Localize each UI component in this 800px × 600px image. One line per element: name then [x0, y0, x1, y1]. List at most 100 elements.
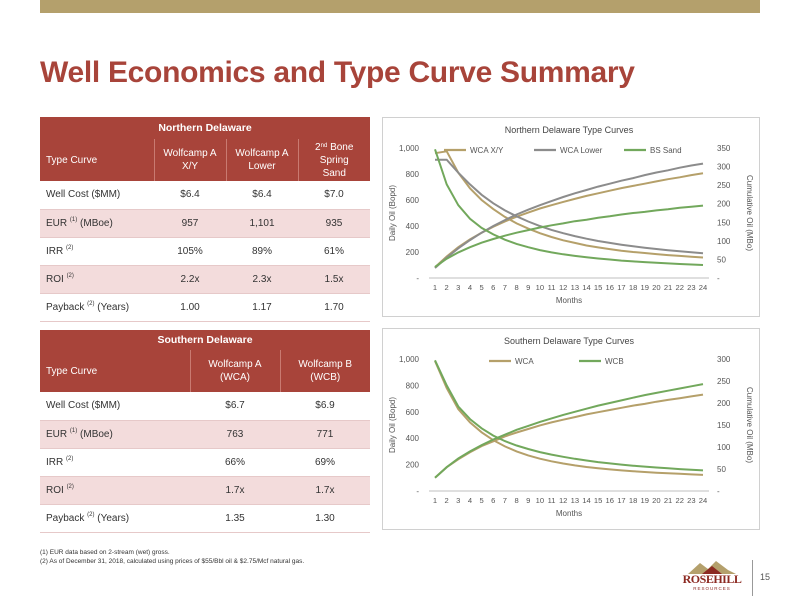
- y-tick-label: 800: [406, 381, 420, 390]
- table-cell: $6.4: [252, 189, 272, 201]
- table-cell: 2.2x: [180, 273, 200, 285]
- table-cell: 1.70: [324, 301, 344, 313]
- x-tick-label: 20: [652, 283, 660, 292]
- x-tick-label: 23: [687, 283, 695, 292]
- y-axis-label: Daily Oil (Bopd): [388, 185, 397, 241]
- footer-divider: [752, 560, 753, 596]
- footnote-2: (2) As of December 31, 2018, calculated …: [40, 558, 305, 565]
- northern-chart-svg: Northern Delaware Type Curves WCA X/Y WCA …: [388, 125, 754, 305]
- y-tick-label: 200: [406, 461, 420, 470]
- row-label: Payback (2) (Years): [46, 511, 130, 524]
- x-tick-label: 15: [594, 496, 602, 505]
- x-tick-label: 19: [641, 496, 649, 505]
- x-tick-label: 12: [559, 283, 567, 292]
- chart-title: Northern Delaware Type Curves: [505, 125, 634, 135]
- legend-label: WCA: [515, 357, 534, 366]
- column-header-wolfcamp-a-lower: Wolfcamp A Lower: [225, 139, 298, 181]
- table-cell: 89%: [251, 245, 272, 257]
- y2-tick-label: 350: [717, 144, 731, 153]
- row-label: Well Cost ($MM): [46, 189, 121, 201]
- x-axis-label: Months: [556, 509, 582, 518]
- logo-name: ROSEHILL: [682, 572, 742, 586]
- table-cell: $6.7: [225, 400, 245, 412]
- x-tick-label: 1: [433, 496, 437, 505]
- series-line-daily-0: [434, 150, 704, 259]
- y2-tick-label: 250: [717, 181, 731, 190]
- table-row: ROI (2) 1.7x 1.7x: [40, 476, 370, 504]
- column-header-2nd-bone-spring-sand: 2nd Bone Spring Sand: [297, 139, 370, 181]
- series-line-daily-2: [434, 148, 704, 266]
- legend-label: WCA X/Y: [470, 146, 504, 155]
- table-row: EUR (1) (MBoe) 957 1,101 935: [40, 209, 370, 237]
- x-tick-label: 9: [526, 496, 530, 505]
- x-tick-label: 13: [571, 283, 579, 292]
- southern-type-curves-chart: Southern Delaware Type Curves WCA WCB - 200 4…: [382, 328, 760, 530]
- table-row: EUR (1) (MBoe) 763 771: [40, 420, 370, 448]
- x-tick-label: 14: [582, 283, 590, 292]
- table-row: Payback (2) (Years) 1.00 1.17 1.70: [40, 293, 370, 321]
- x-tick-label: 17: [617, 496, 625, 505]
- y-axis-label: Daily Oil (Bopd): [388, 397, 397, 453]
- row-label: EUR (1) (MBoe): [46, 216, 113, 229]
- southern-table-title: Southern Delaware: [157, 334, 253, 346]
- y2-tick-label: 200: [717, 200, 731, 209]
- x-tick-label: 7: [503, 283, 507, 292]
- row-label: Payback (2) (Years): [46, 300, 130, 313]
- column-header-wolfcamp-b-wcb: Wolfcamp B (WCB): [279, 350, 370, 392]
- table-cell: 105%: [177, 245, 203, 257]
- x-tick-label: 20: [652, 496, 660, 505]
- table-cell: 1.7x: [225, 484, 245, 496]
- southern-delaware-table: Southern Delaware Type Curve Wolfcamp A(…: [40, 330, 370, 533]
- footnotes: (1) EUR data based on 2-stream (wet) gro…: [40, 548, 304, 566]
- table-cell: 1.5x: [324, 273, 344, 285]
- legend-label: WCB: [605, 357, 624, 366]
- table-cell: 69%: [314, 456, 335, 468]
- x-tick-label: 21: [664, 496, 672, 505]
- y-tick-label: 600: [406, 408, 420, 417]
- x-tick-label: 3: [456, 283, 460, 292]
- series-line-cumulative-1: [434, 162, 704, 269]
- y-tick-label: 200: [406, 248, 420, 257]
- legend-label: BS Sand: [650, 146, 682, 155]
- series-line-cumulative-0: [434, 172, 704, 268]
- table-cell: $6.4: [180, 189, 200, 201]
- x-tick-label: 17: [617, 283, 625, 292]
- row-label: ROI (2): [46, 483, 74, 496]
- x-tick-label: 11: [548, 496, 556, 505]
- table-cell: 1.17: [252, 301, 272, 313]
- table-cell: 1.35: [225, 512, 245, 524]
- y2-axis-label: Cumulative Oil (MBo): [745, 387, 754, 463]
- series-line-daily-1: [435, 158, 704, 255]
- table-cell: 1.30: [315, 512, 335, 524]
- x-tick-label: 6: [491, 496, 495, 505]
- table-cell: 1.00: [180, 301, 200, 313]
- x-tick-label: 19: [641, 283, 649, 292]
- y2-tick-label: -: [717, 274, 720, 283]
- northern-table-title: Northern Delaware: [158, 122, 252, 134]
- x-tick-label: 21: [664, 283, 672, 292]
- top-accent-bar: [40, 0, 760, 13]
- x-tick-label: 23: [687, 496, 695, 505]
- logo-subtitle: RESOURCES: [693, 586, 731, 591]
- table-cell: $7.0: [324, 189, 344, 201]
- y-tick-label: 1,000: [399, 144, 420, 153]
- y-tick-label: 400: [406, 222, 420, 231]
- column-header-wolfcamp-a-wca: Wolfcamp A (WCA): [189, 350, 280, 392]
- y2-tick-label: 300: [717, 163, 731, 172]
- logo-mountain-icon: [688, 561, 736, 574]
- table-cell: 771: [316, 428, 334, 440]
- y-tick-label: 600: [406, 196, 420, 205]
- x-tick-label: 6: [491, 283, 495, 292]
- x-tick-label: 9: [526, 283, 530, 292]
- row-label: ROI (2): [46, 272, 74, 285]
- x-tick-label: 10: [536, 496, 544, 505]
- x-tick-label: 16: [606, 283, 614, 292]
- table-row: Well Cost ($MM) $6.7 $6.9: [40, 392, 370, 420]
- table-cell: 935: [325, 217, 343, 229]
- y2-tick-label: 150: [717, 218, 731, 227]
- row-label: IRR (2): [46, 455, 74, 468]
- y2-axis-label: Cumulative Oil (MBo): [745, 175, 754, 251]
- x-tick-label: 4: [468, 496, 472, 505]
- y2-tick-label: 200: [717, 399, 731, 408]
